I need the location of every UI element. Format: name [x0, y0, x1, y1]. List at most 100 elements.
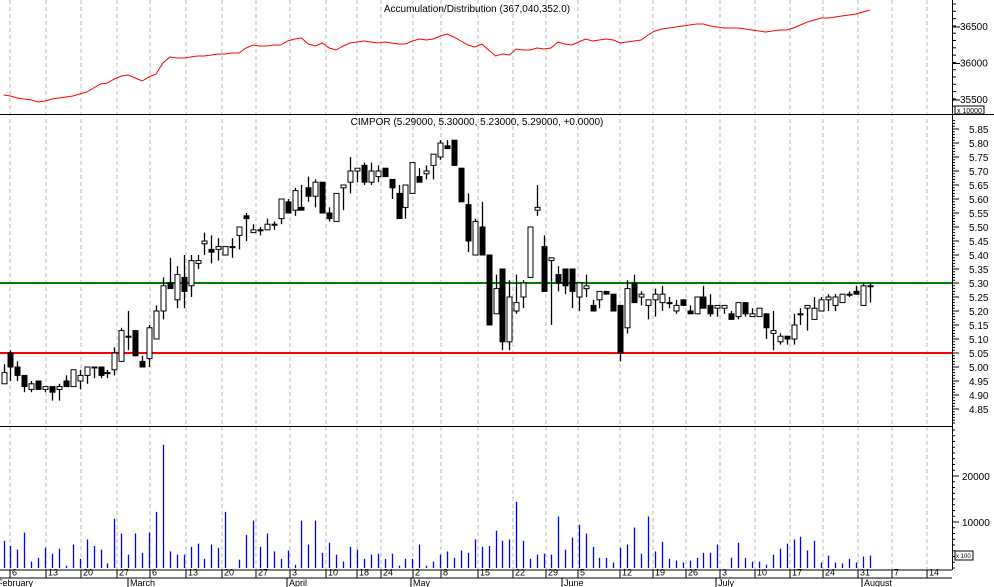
- volume-panel: [3, 444, 872, 568]
- day-label: 19: [655, 568, 665, 578]
- candle-body-up: [818, 299, 825, 312]
- candle-body-down: [35, 380, 42, 390]
- price-tick-label: 5.25: [969, 293, 989, 304]
- candle: [465, 193, 472, 253]
- candle-body-up: [188, 260, 195, 287]
- candle-body-down: [742, 302, 749, 315]
- candle-body-up: [749, 313, 756, 318]
- day-label: 10: [328, 568, 338, 578]
- candle-body-down: [98, 366, 105, 376]
- candle: [28, 381, 35, 393]
- candle: [818, 297, 825, 312]
- candle-body-up: [368, 170, 375, 183]
- candle-body-up: [804, 304, 811, 309]
- candle-body-up: [333, 192, 340, 222]
- candle-body-up: [354, 167, 361, 172]
- candle: [174, 266, 181, 309]
- candle: [375, 165, 382, 183]
- candle: [278, 198, 285, 225]
- candle: [659, 285, 666, 311]
- candle: [680, 299, 687, 306]
- candle-body-up: [111, 352, 118, 371]
- candle: [472, 218, 479, 256]
- candle-body-down: [728, 313, 735, 320]
- candle: [1, 364, 8, 385]
- candle: [319, 181, 326, 214]
- candle: [167, 257, 174, 290]
- candle: [811, 297, 818, 320]
- price-tick-label: 5.50: [969, 223, 989, 234]
- candle-body-up: [576, 282, 583, 298]
- candle-body-up: [548, 257, 555, 262]
- candle: [742, 302, 749, 317]
- candle: [486, 254, 493, 326]
- candle-body-down: [21, 374, 28, 388]
- candle: [111, 347, 118, 376]
- candle: [804, 304, 811, 331]
- candle: [548, 257, 555, 325]
- candle: [312, 179, 319, 208]
- candle: [146, 325, 153, 367]
- gridlines: [9, 0, 928, 570]
- candle: [694, 296, 701, 315]
- candle: [513, 274, 520, 314]
- candle-body-down: [562, 268, 569, 287]
- candle: [326, 207, 333, 222]
- candle-body-up: [673, 304, 680, 312]
- candle-body-up: [70, 369, 77, 388]
- day-label: 20: [83, 568, 93, 578]
- price-tick-label: 5.55: [969, 209, 989, 220]
- day-label: 3: [722, 568, 727, 578]
- candle-body-up: [195, 260, 202, 264]
- day-label: 6: [152, 568, 157, 578]
- candle: [603, 290, 610, 295]
- candle: [63, 375, 70, 388]
- candle: [867, 283, 874, 303]
- price-tick-label: 4.90: [969, 391, 989, 402]
- candle: [493, 274, 500, 315]
- day-label: 5: [580, 568, 585, 578]
- candle-body-up: [666, 302, 673, 305]
- candle: [125, 311, 132, 351]
- candle-body-down: [590, 304, 597, 312]
- candle: [104, 369, 111, 379]
- candle-body-up: [153, 310, 160, 340]
- price-tick-label: 5.60: [969, 195, 989, 206]
- candle-body-down: [687, 310, 694, 315]
- price-panel: CIMPOR (5.29000, 5.30000, 5.23000, 5.290…: [0, 117, 952, 401]
- day-label: 18: [359, 568, 369, 578]
- candle: [666, 297, 673, 309]
- candle-body-down: [458, 167, 465, 203]
- candle-body-up: [118, 330, 125, 362]
- candle: [673, 299, 680, 314]
- day-label: 27: [119, 568, 129, 578]
- day-label: 22: [515, 568, 525, 578]
- candle-body-down: [7, 352, 14, 368]
- price-tick-label: 5.65: [969, 181, 989, 192]
- day-label: 24: [825, 568, 835, 578]
- ad-tick-label: 36500: [960, 22, 988, 33]
- day-label: 17: [792, 568, 802, 578]
- candle-body-down: [555, 274, 562, 284]
- candle: [208, 235, 215, 264]
- candle: [236, 226, 243, 250]
- candle: [437, 140, 444, 160]
- month-label: February: [0, 578, 34, 587]
- ad-title: Accumulation/Distribution (367,040,352.0…: [384, 4, 570, 15]
- candle-body-down: [49, 386, 56, 393]
- candle-body-up: [257, 229, 264, 232]
- candle-body-down: [569, 268, 576, 292]
- candle-body-up: [791, 324, 798, 340]
- price-tick-label: 5.10: [969, 335, 989, 346]
- candle-body-up: [714, 304, 721, 309]
- day-label: 24: [383, 568, 393, 578]
- candle-body-up: [472, 220, 479, 256]
- candle-body-up: [347, 170, 354, 183]
- day-label: 2: [415, 568, 420, 578]
- day-label: 3: [292, 568, 297, 578]
- candle: [451, 139, 458, 166]
- candle-body-up: [583, 285, 590, 290]
- month-label: August: [864, 578, 893, 587]
- price-tick-label: 4.85: [969, 405, 989, 416]
- candle: [520, 280, 527, 309]
